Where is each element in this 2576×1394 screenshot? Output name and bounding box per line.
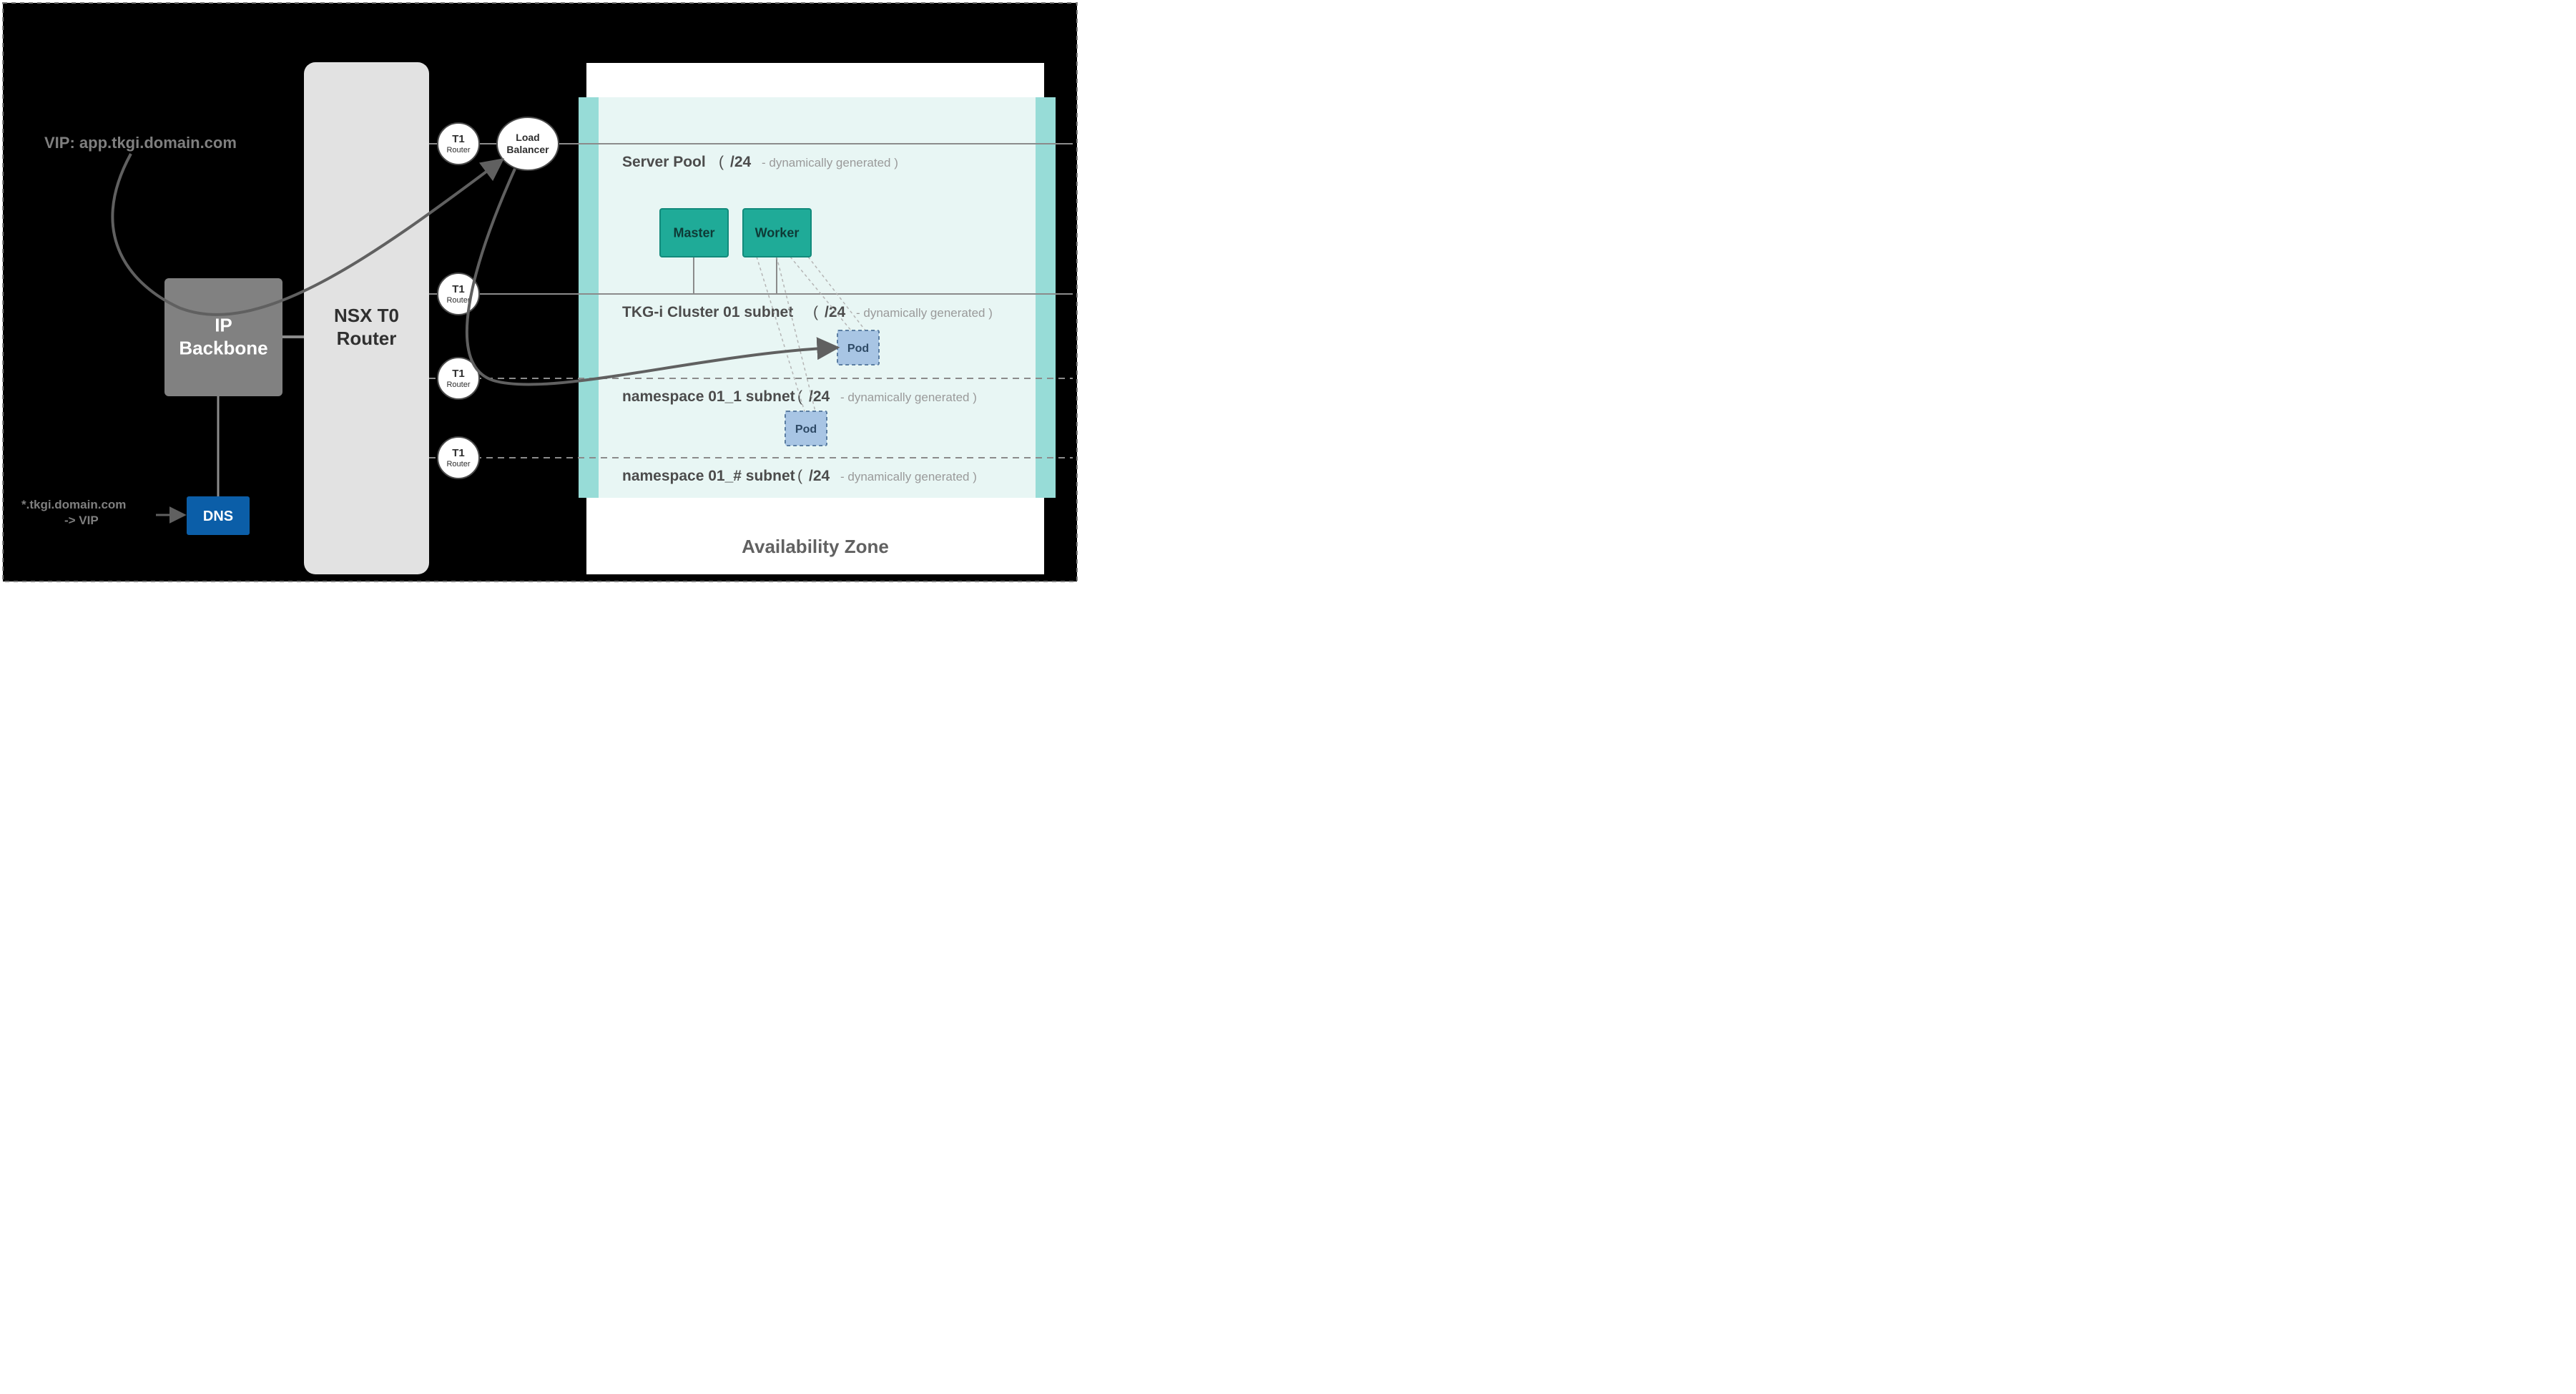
row-label-2: namespace 01_1 subnet(/24- dynamically g… [622, 388, 977, 405]
teal-bar-1 [1036, 97, 1056, 498]
row-note-2: - dynamically generated ) [840, 391, 977, 404]
row-main-1: TKG-i Cluster 01 subnet [622, 304, 793, 320]
row-paren-open-0: ( [719, 154, 724, 170]
ip-backbone-l1: IP [215, 315, 232, 336]
row-note-1: - dynamically generated ) [856, 306, 993, 320]
row-note-3: - dynamically generated ) [840, 470, 977, 484]
t1-label-1: T1 [452, 283, 465, 295]
row-cidr-3: /24 [809, 468, 830, 484]
t1-label-3: T1 [452, 447, 465, 459]
row-cidr-0: /24 [730, 154, 752, 170]
row-main-2: namespace 01_1 subnet [622, 388, 795, 405]
row-main-0: Server Pool [622, 154, 706, 170]
wildcard-l1: *.tkgi.domain.com [21, 498, 126, 511]
worker-label: Worker [755, 226, 800, 240]
t1-sub-0: Router [446, 146, 470, 154]
row-cidr-1: /24 [825, 304, 846, 320]
lb-l2: Balancer [506, 144, 549, 155]
row-note-0: - dynamically generated ) [762, 156, 898, 170]
wildcard-l2: -> VIP [64, 514, 99, 527]
teal-bar-0 [579, 97, 599, 498]
master-label: Master [673, 226, 714, 240]
row-main-3: namespace 01_# subnet [622, 468, 795, 484]
row-paren-open-3: ( [797, 468, 802, 484]
availability-zone-title: Availability Zone [742, 536, 889, 557]
t1-label-0: T1 [452, 133, 465, 145]
row-paren-open-1: ( [813, 304, 818, 320]
vip-label: VIP: app.tkgi.domain.com [44, 134, 237, 152]
pod1-label: Pod [847, 343, 869, 355]
lb-l1: Load [516, 132, 539, 143]
t1-sub-2: Router [446, 381, 470, 389]
t1-label-2: T1 [452, 368, 465, 380]
pod2-label: Pod [795, 423, 817, 436]
row-label-3: namespace 01_# subnet( /24 - dynamically g… [622, 468, 977, 484]
t1-sub-3: Router [446, 460, 470, 468]
ip-backbone-l2: Backbone [179, 338, 267, 359]
dns-label: DNS [203, 509, 233, 524]
nsx-label-2: Router [337, 328, 397, 349]
t1-sub-1: Router [446, 296, 470, 305]
row-paren-open-2: ( [797, 388, 802, 405]
nsx-label-1: NSX T0 [334, 305, 399, 326]
